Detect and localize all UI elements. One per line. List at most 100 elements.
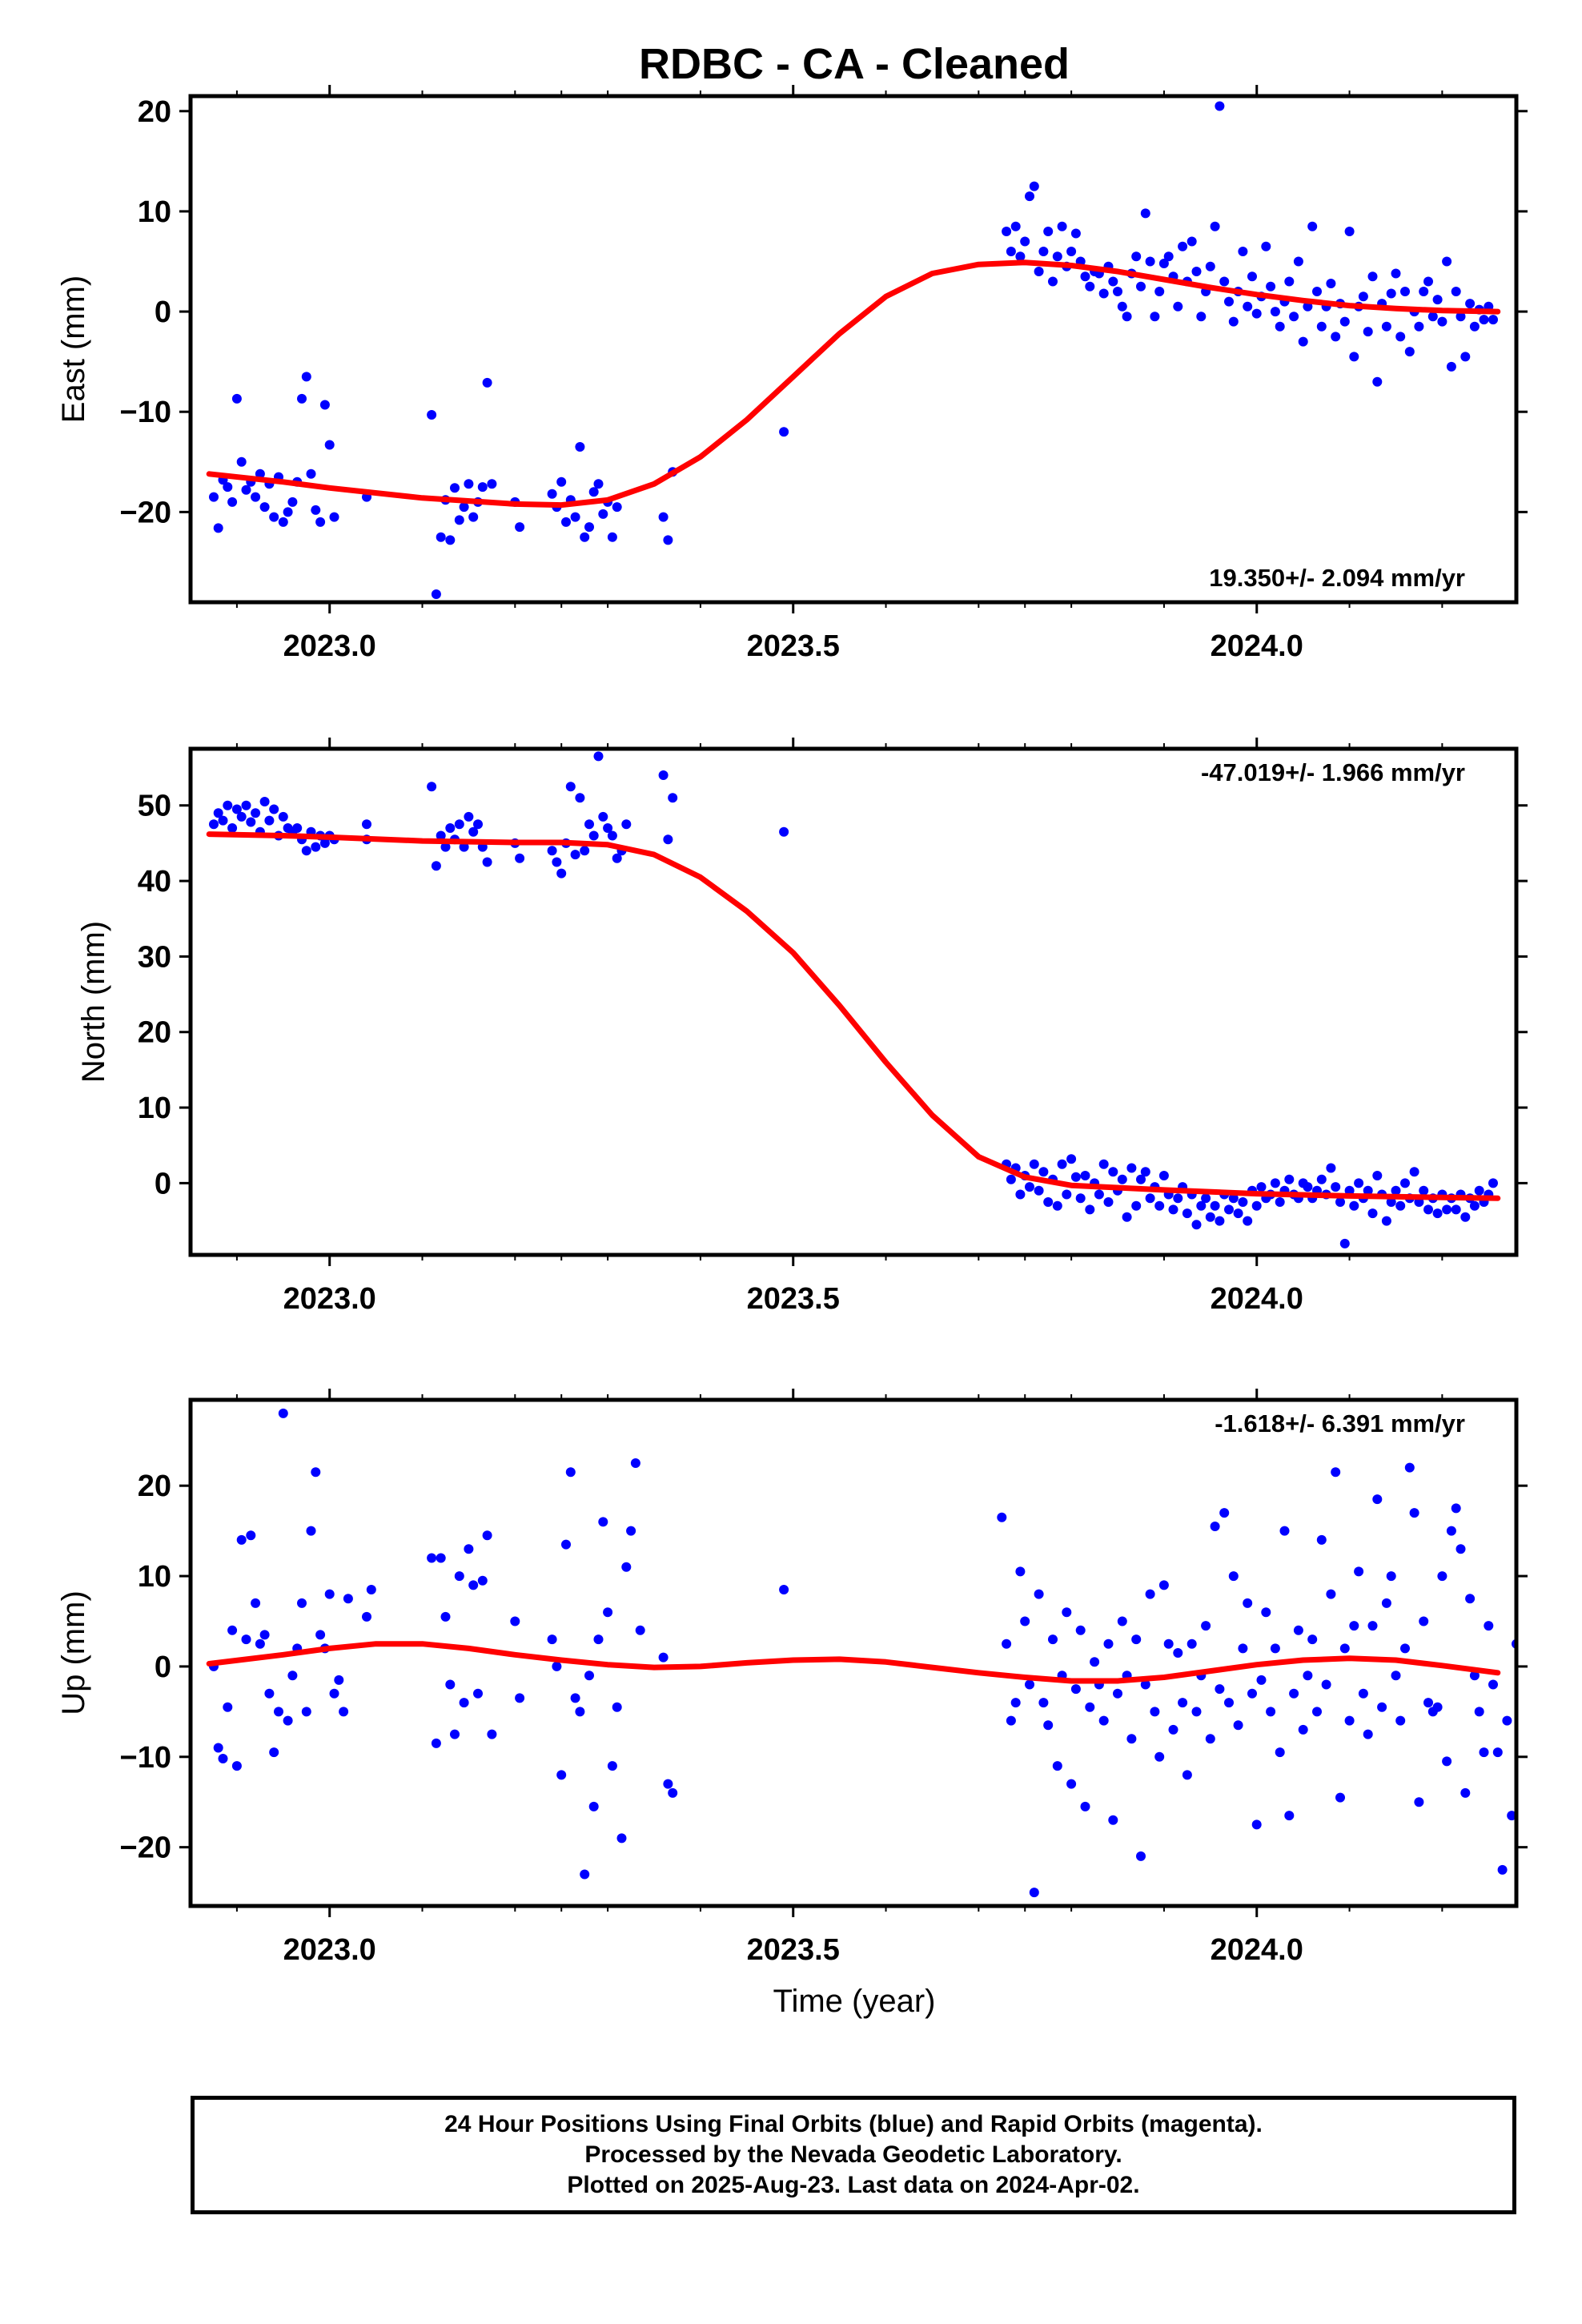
east-data-point bbox=[1419, 287, 1429, 296]
up-data-point bbox=[1488, 1679, 1498, 1690]
up-data-point bbox=[246, 1530, 256, 1541]
north-data-point bbox=[445, 823, 456, 833]
north-data-point bbox=[427, 782, 437, 792]
east-data-point bbox=[1446, 361, 1456, 372]
up-data-point bbox=[1293, 1625, 1303, 1635]
east-data-point bbox=[450, 483, 460, 493]
up-data-point bbox=[1437, 1571, 1447, 1582]
east-data-point bbox=[269, 512, 279, 522]
north-data-point bbox=[278, 811, 288, 822]
east-data-point bbox=[1404, 347, 1415, 357]
north-data-point bbox=[1168, 1204, 1178, 1215]
up-data-point bbox=[565, 1467, 576, 1478]
east-data-point bbox=[1363, 327, 1373, 337]
east-data-point bbox=[306, 468, 316, 479]
east-data-point bbox=[227, 497, 238, 507]
north-data-point bbox=[1029, 1159, 1039, 1169]
east-data-point bbox=[1423, 276, 1433, 287]
up-data-point bbox=[1205, 1734, 1215, 1744]
east-data-point bbox=[1122, 312, 1132, 322]
north-data-point bbox=[1126, 1163, 1137, 1173]
north-rate-label: -47.019+/- 1.966 mm/yr bbox=[1201, 758, 1465, 786]
up-data-point bbox=[362, 1611, 371, 1622]
up-data-point bbox=[1006, 1715, 1016, 1726]
east-data-point bbox=[1131, 251, 1142, 262]
north-data-point bbox=[621, 819, 632, 830]
up-data-point bbox=[259, 1630, 270, 1640]
up-xtick-label: 2024.0 bbox=[1211, 1933, 1303, 1967]
north-data-point bbox=[1025, 1182, 1034, 1192]
east-data-point bbox=[1145, 256, 1155, 267]
east-data-point bbox=[287, 497, 298, 507]
east-data-point bbox=[259, 502, 270, 513]
north-data-point bbox=[1303, 1182, 1313, 1192]
north-data-point bbox=[1316, 1174, 1327, 1184]
up-data-point bbox=[1243, 1598, 1253, 1608]
up-data-point bbox=[1191, 1707, 1202, 1717]
east-data-point bbox=[459, 502, 469, 513]
up-data-point bbox=[1210, 1522, 1220, 1531]
up-data-point bbox=[1404, 1462, 1415, 1473]
up-data-point bbox=[1186, 1638, 1197, 1649]
east-data-point bbox=[1400, 287, 1410, 296]
up-data-point bbox=[1321, 1679, 1331, 1690]
north-ytick-label: 40 bbox=[138, 865, 171, 899]
north-data-point bbox=[1052, 1200, 1062, 1211]
east-data-point bbox=[1150, 312, 1160, 322]
up-data-point bbox=[1279, 1526, 1290, 1536]
east-data-point bbox=[1284, 276, 1295, 287]
up-data-point bbox=[1145, 1589, 1155, 1599]
east-data-point bbox=[1326, 279, 1336, 288]
north-data-point bbox=[459, 842, 469, 852]
east-data-point bbox=[1312, 287, 1322, 296]
east-data-point bbox=[1228, 316, 1239, 327]
north-data-point bbox=[264, 815, 275, 826]
up-points bbox=[209, 1408, 1516, 1898]
north-ytick-label: 10 bbox=[138, 1092, 171, 1125]
east-data-point bbox=[1275, 321, 1285, 332]
north-data-point bbox=[1238, 1197, 1248, 1207]
north-data-point bbox=[223, 800, 233, 810]
north-data-point bbox=[1015, 1189, 1026, 1200]
up-data-point bbox=[255, 1638, 265, 1649]
north-data-point bbox=[464, 811, 474, 822]
up-data-point bbox=[301, 1707, 311, 1717]
north-data-point bbox=[1284, 1174, 1295, 1184]
east-ytick-label: −20 bbox=[120, 496, 171, 529]
north-data-point bbox=[1243, 1216, 1253, 1226]
east-data-point bbox=[1196, 312, 1207, 322]
north-data-point bbox=[1224, 1204, 1234, 1215]
east-data-point bbox=[612, 502, 622, 513]
east-data-point bbox=[1442, 256, 1452, 267]
east-data-point bbox=[658, 512, 669, 522]
up-data-point bbox=[1419, 1616, 1429, 1626]
east-data-point bbox=[482, 377, 492, 388]
north-data-point bbox=[1201, 1193, 1211, 1204]
north-data-point bbox=[1122, 1212, 1132, 1222]
north-data-point bbox=[1228, 1193, 1239, 1204]
up-y-axis-title: Up (mm) bbox=[56, 1590, 91, 1715]
up-data-point bbox=[1395, 1715, 1406, 1726]
up-data-point bbox=[1113, 1688, 1122, 1699]
north-xtick-label: 2024.0 bbox=[1211, 1282, 1303, 1316]
north-data-point bbox=[1182, 1208, 1192, 1219]
up-data-point bbox=[598, 1517, 608, 1527]
up-data-point bbox=[241, 1634, 251, 1645]
up-data-point bbox=[223, 1702, 233, 1712]
north-data-point bbox=[588, 830, 599, 841]
up-data-point bbox=[1025, 1679, 1034, 1690]
up-data-point bbox=[1219, 1508, 1230, 1518]
north-data-point bbox=[1066, 1154, 1077, 1164]
east-data-point bbox=[575, 442, 585, 452]
east-data-point bbox=[1191, 267, 1202, 276]
east-data-point bbox=[236, 456, 247, 467]
up-data-point bbox=[1158, 1580, 1169, 1590]
east-data-point bbox=[1414, 321, 1424, 332]
up-data-point bbox=[1201, 1621, 1211, 1631]
east-data-point bbox=[1113, 287, 1122, 296]
east-data-point bbox=[329, 512, 339, 522]
up-data-point bbox=[1460, 1787, 1471, 1798]
north-xtick-label: 2023.5 bbox=[747, 1282, 840, 1316]
east-rate-label: 19.350+/- 2.094 mm/yr bbox=[1209, 564, 1465, 592]
east-data-point bbox=[311, 505, 321, 515]
